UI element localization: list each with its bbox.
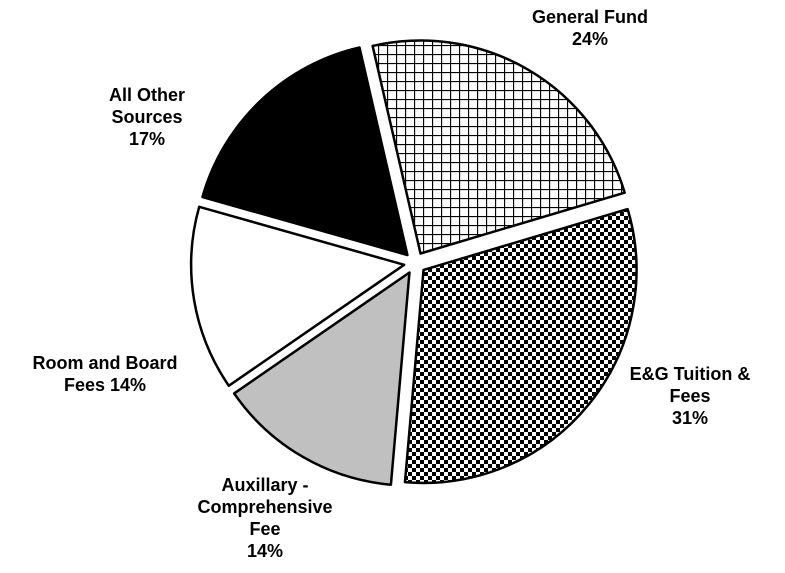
category-name: All Other Sources xyxy=(108,85,185,127)
value-label: 14% xyxy=(246,541,284,561)
slice-label: All Other Sources 17% xyxy=(87,84,207,150)
slice-label: Room and Board Fees 14% xyxy=(20,352,190,396)
pie-slice xyxy=(403,207,638,485)
category-name: Room and Board Fees xyxy=(32,353,178,395)
category-name: E&G Tuition & Fees xyxy=(629,364,751,406)
value-label: 24% xyxy=(571,29,609,49)
category-name: Auxillary - Comprehensive Fee xyxy=(197,475,333,539)
pie-slice xyxy=(232,271,411,486)
pie-slice xyxy=(201,46,409,257)
pie-slice xyxy=(371,39,626,255)
value-label: 14% xyxy=(110,375,147,395)
slice-label: E&G Tuition & Fees 31% xyxy=(615,363,765,429)
pie-slice xyxy=(189,205,406,387)
value-label: 17% xyxy=(128,129,166,149)
slice-label: Auxillary - Comprehensive Fee 14% xyxy=(185,474,345,562)
slice-label: General Fund 24% xyxy=(480,6,700,50)
value-label: 31% xyxy=(671,408,709,428)
category-name: General Fund xyxy=(531,7,648,27)
